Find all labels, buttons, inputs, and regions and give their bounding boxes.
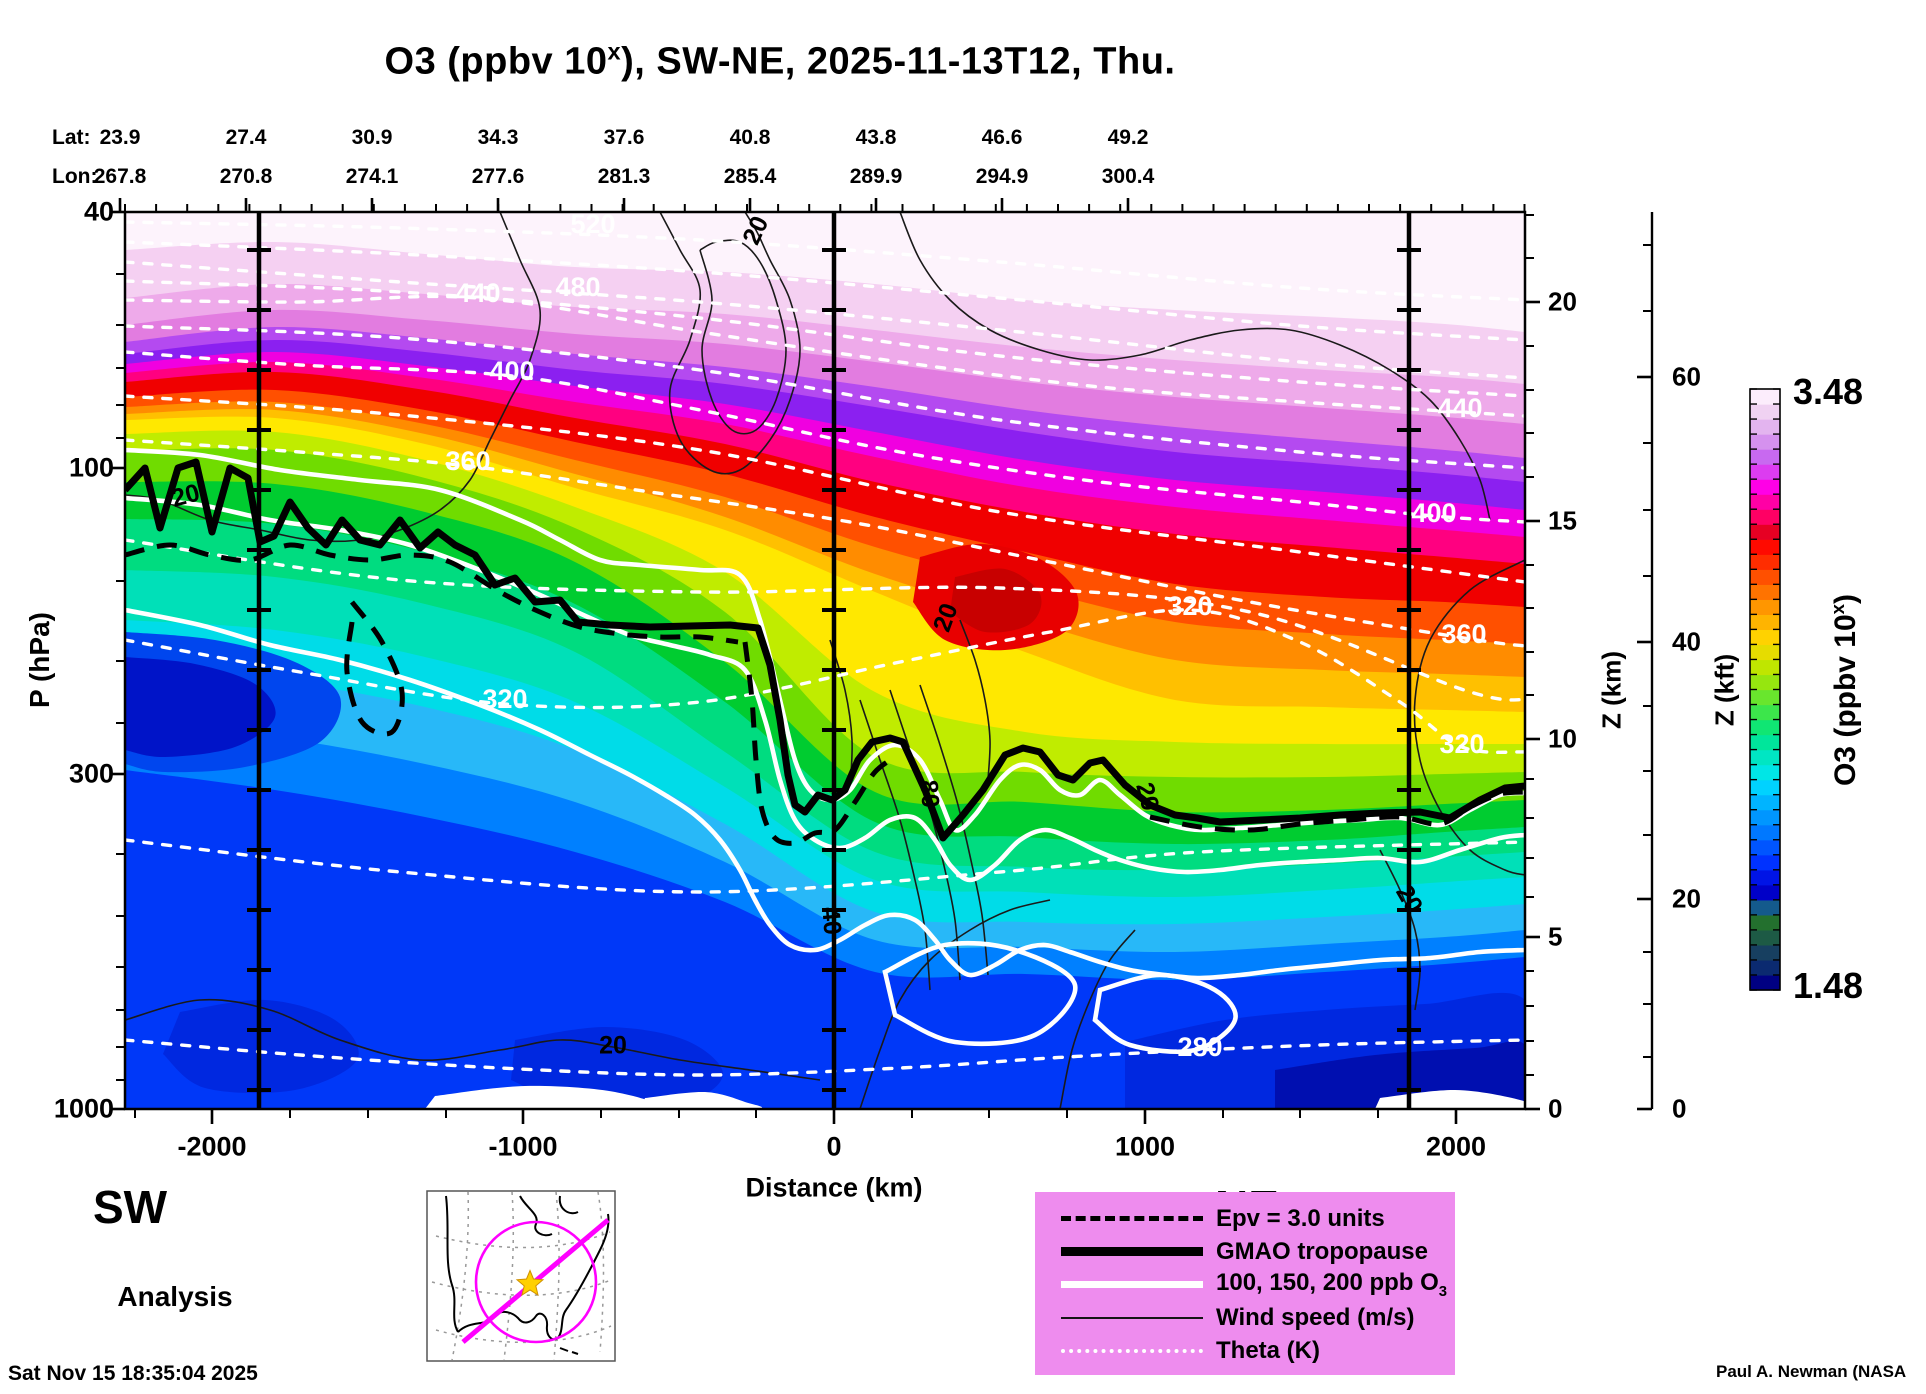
inset-map [426, 1190, 616, 1362]
wind-speed-contours [125, 212, 1525, 1109]
svg-text:360: 360 [1441, 619, 1486, 649]
svg-text:400: 400 [489, 356, 534, 386]
theta-contours [125, 220, 1525, 1077]
tropopause-line [125, 458, 1525, 842]
svg-text:360: 360 [445, 446, 490, 476]
svg-text:20: 20 [599, 1032, 627, 1060]
waypoint-lines [247, 212, 1421, 1109]
svg-text:320: 320 [1167, 591, 1212, 621]
svg-text:440: 440 [455, 278, 500, 308]
svg-text:80: 80 [914, 779, 944, 809]
svg-text:480: 480 [555, 272, 600, 302]
svg-text:440: 440 [1437, 393, 1482, 423]
svg-text:280: 280 [1177, 1032, 1222, 1062]
svg-text:320: 320 [1439, 729, 1484, 759]
map-range-circle [474, 1220, 598, 1344]
map-center-star-icon [515, 1269, 545, 1297]
colorbar [1749, 388, 1781, 991]
map-graticule [431, 1191, 612, 1361]
svg-text:320: 320 [482, 684, 527, 714]
svg-text:520: 520 [570, 209, 615, 239]
ozone-ppb-contours [125, 447, 1525, 1054]
axis-ticks [110, 198, 1654, 1124]
svg-text:400: 400 [1411, 498, 1456, 528]
svg-text:40: 40 [816, 906, 846, 936]
